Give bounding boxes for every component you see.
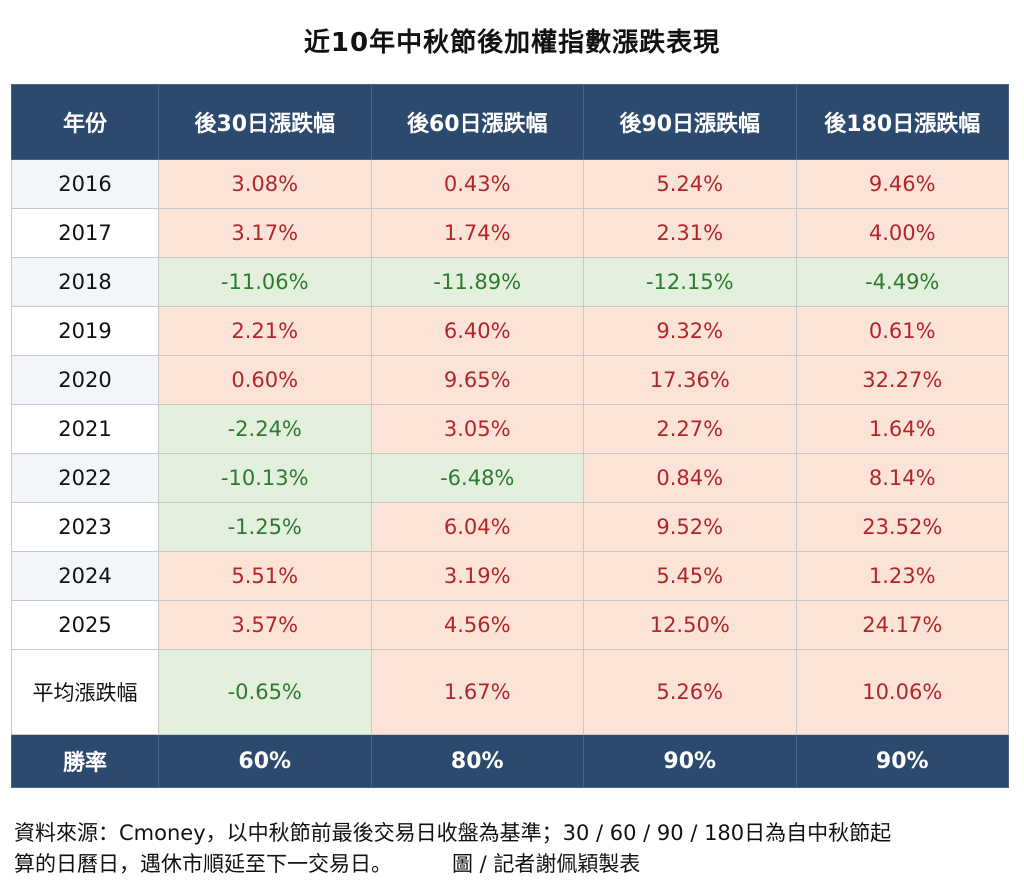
source-note-line1: 資料來源：Cmoney，以中秋節前最後交易日收盤為基準；30 / 60 / 90… [14,821,892,845]
year-cell: 2024 [11,551,159,601]
source-note: 資料來源：Cmoney，以中秋節前最後交易日收盤為基準；30 / 60 / 90… [14,818,1014,880]
value-cell: -6.48% [370,453,584,503]
year-cell: 2021 [11,404,159,454]
table-row: 2024 5.51% 3.19% 5.45% 1.23% [11,551,1009,601]
year-cell: 2022 [11,453,159,503]
header-180d: 後180日漲跌幅 [795,84,1009,160]
win-rate-cell: 90% [583,734,797,788]
win-rate-cell: 60% [158,734,372,788]
year-cell: 2025 [11,600,159,650]
value-cell: 0.84% [583,453,797,503]
value-cell: 3.57% [158,600,372,650]
value-cell: 9.32% [583,306,797,356]
table-row: 2022 -10.13% -6.48% 0.84% 8.14% [11,453,1009,503]
table-row: 2018 -11.06% -11.89% -12.15% -4.49% [11,257,1009,307]
value-cell: 5.24% [583,159,797,209]
average-cell: 1.67% [370,649,584,735]
value-cell: 6.40% [370,306,584,356]
table-row: 2019 2.21% 6.40% 9.32% 0.61% [11,306,1009,356]
value-cell: 0.43% [370,159,584,209]
value-cell: 12.50% [583,600,797,650]
header-60d: 後60日漲跌幅 [370,84,584,160]
value-cell: -12.15% [583,257,797,307]
value-cell: 17.36% [583,355,797,405]
header-90d: 後90日漲跌幅 [583,84,797,160]
header-year: 年份 [11,84,159,160]
source-note-line2-text: 算的日曆日，遇休市順延至下一交易日。 [14,852,392,876]
year-cell: 2019 [11,306,159,356]
value-cell: 9.65% [370,355,584,405]
win-rate-row: 勝率 60% 80% 90% 90% [11,734,1009,788]
average-cell: 10.06% [795,649,1009,735]
value-cell: 3.19% [370,551,584,601]
table-row: 2023 -1.25% 6.04% 9.52% 23.52% [11,502,1009,552]
value-cell: 1.23% [795,551,1009,601]
value-cell: -4.49% [795,257,1009,307]
value-cell: 3.05% [370,404,584,454]
header-30d: 後30日漲跌幅 [158,84,372,160]
page-title: 近10年中秋節後加權指數漲跌表現 [303,28,721,58]
value-cell: 2.27% [583,404,797,454]
average-cell: -0.65% [158,649,372,735]
average-cell: 5.26% [583,649,797,735]
year-cell: 2020 [11,355,159,405]
average-label: 平均漲跌幅 [11,649,159,735]
table-row: 2017 3.17% 1.74% 2.31% 4.00% [11,208,1009,258]
value-cell: 1.74% [370,208,584,258]
table-row: 2020 0.60% 9.65% 17.36% 32.27% [11,355,1009,405]
table-row: 2021 -2.24% 3.05% 2.27% 1.64% [11,404,1009,454]
value-cell: 8.14% [795,453,1009,503]
value-cell: 3.08% [158,159,372,209]
average-row: 平均漲跌幅 -0.65% 1.67% 5.26% 10.06% [11,649,1009,735]
win-rate-label: 勝率 [11,734,159,788]
value-cell: 2.31% [583,208,797,258]
source-note-line2: 算的日曆日，遇休市順延至下一交易日。 圖 / 記者謝佩穎製表 [14,849,1014,880]
year-cell: 2016 [11,159,159,209]
credit: 圖 / 記者謝佩穎製表 [452,852,641,876]
value-cell: 1.64% [795,404,1009,454]
value-cell: 2.21% [158,306,372,356]
win-rate-cell: 90% [795,734,1009,788]
value-cell: 5.45% [583,551,797,601]
value-cell: 9.52% [583,502,797,552]
win-rate-cell: 80% [370,734,584,788]
value-cell: -10.13% [158,453,372,503]
year-cell: 2017 [11,208,159,258]
value-cell: 6.04% [370,502,584,552]
value-cell: -11.89% [370,257,584,307]
value-cell: 24.17% [795,600,1009,650]
year-cell: 2023 [11,502,159,552]
value-cell: 4.00% [795,208,1009,258]
data-table: 年份 後30日漲跌幅 後60日漲跌幅 後90日漲跌幅 後180日漲跌幅 2016… [11,84,1009,788]
value-cell: 0.60% [158,355,372,405]
value-cell: 3.17% [158,208,372,258]
table-row: 2025 3.57% 4.56% 12.50% 24.17% [11,600,1009,650]
value-cell: -11.06% [158,257,372,307]
table-row: 2016 3.08% 0.43% 5.24% 9.46% [11,159,1009,209]
value-cell: 0.61% [795,306,1009,356]
value-cell: -1.25% [158,502,372,552]
value-cell: 23.52% [795,502,1009,552]
value-cell: 9.46% [795,159,1009,209]
value-cell: 5.51% [158,551,372,601]
year-cell: 2018 [11,257,159,307]
header-row: 年份 後30日漲跌幅 後60日漲跌幅 後90日漲跌幅 後180日漲跌幅 [11,84,1009,160]
value-cell: -2.24% [158,404,372,454]
value-cell: 4.56% [370,600,584,650]
value-cell: 32.27% [795,355,1009,405]
